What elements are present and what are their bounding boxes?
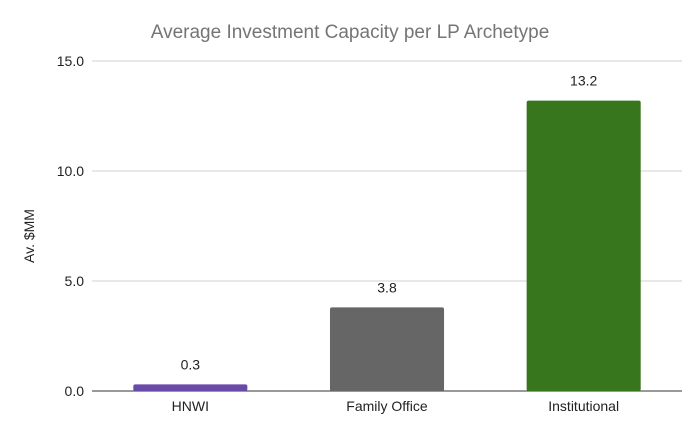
data-label: 3.8 (377, 279, 397, 295)
x-tick-label: Institutional (548, 398, 619, 414)
data-label: 13.2 (570, 73, 597, 89)
y-tick-label: 10.0 (57, 163, 84, 179)
chart-title: Average Investment Capacity per LP Arche… (151, 22, 550, 43)
y-tick-label: 15.0 (57, 53, 84, 69)
bar-institutional (526, 100, 641, 391)
y-tick-label: 0.0 (65, 383, 85, 399)
y-axis-label: Av. $MM (21, 209, 37, 263)
bar-hnwi (133, 384, 248, 391)
x-tick-label: HNWI (172, 398, 209, 414)
y-axis-ticks: 0.0 5.0 10.0 15.0 (57, 53, 84, 399)
bar-family-office (329, 307, 445, 391)
x-tick-label: Family Office (346, 398, 428, 414)
data-labels: 0.3 3.8 13.2 (181, 73, 598, 373)
y-tick-label: 5.0 (65, 273, 85, 289)
data-label: 0.3 (181, 356, 201, 372)
x-axis-ticks: HNWI Family Office Institutional (172, 398, 619, 414)
bars (133, 100, 641, 391)
